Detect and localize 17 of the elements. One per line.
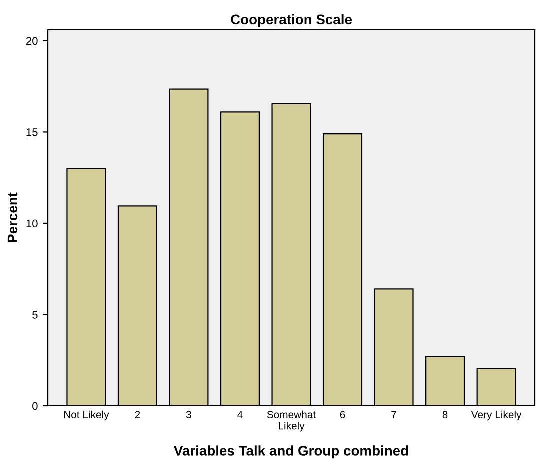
x-axis-title: Variables Talk and Group combined <box>174 446 408 459</box>
x-tick-label: 3 <box>186 411 192 419</box>
x-tick-label: Somewhat Likely <box>267 410 316 432</box>
x-tick-label: Not Likely <box>64 410 110 421</box>
x-tick-label: 2 <box>135 411 140 418</box>
x-tick-label: 4 <box>238 411 243 418</box>
y-tick-label: 15 <box>26 128 38 136</box>
x-tick-label: 7 <box>392 411 396 418</box>
x-tick-label: 6 <box>340 411 346 419</box>
chart-title: Cooperation Scale <box>231 14 352 28</box>
y-tick-label: 5 <box>32 311 38 319</box>
y-tick-label: 0 <box>32 402 38 410</box>
y-tick-label: 10 <box>26 220 38 228</box>
y-tick-label: 20 <box>26 37 38 46</box>
y-axis-title: Percent <box>8 192 18 243</box>
x-tick-label: Very Likely <box>471 410 522 421</box>
x-tick-label: 8 <box>442 411 448 419</box>
